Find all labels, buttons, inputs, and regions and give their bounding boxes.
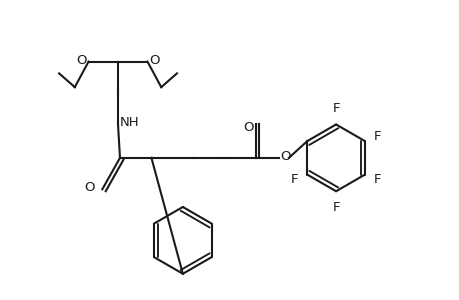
Text: O: O — [84, 181, 95, 194]
Text: F: F — [373, 130, 380, 143]
Text: O: O — [280, 150, 291, 163]
Text: NH: NH — [120, 116, 140, 129]
Text: F: F — [373, 173, 380, 186]
Text: O: O — [242, 121, 253, 134]
Text: O: O — [149, 54, 160, 67]
Text: F: F — [331, 102, 339, 115]
Text: O: O — [76, 54, 86, 67]
Text: F: F — [291, 173, 298, 186]
Text: F: F — [331, 201, 339, 214]
